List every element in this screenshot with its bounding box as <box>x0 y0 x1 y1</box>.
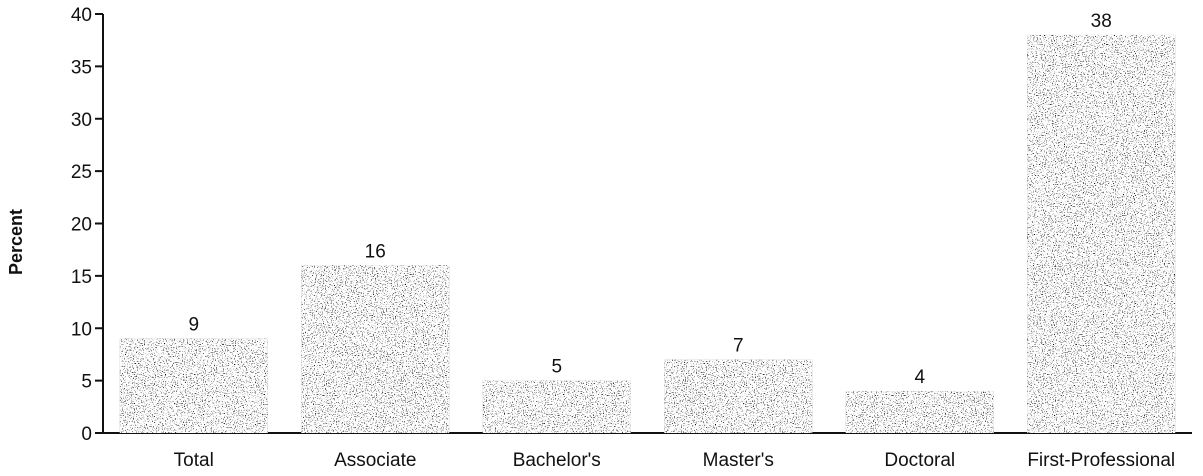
y-tick-label: 10 <box>71 319 92 340</box>
y-axis-title: Percent <box>6 209 26 275</box>
category-labels: Total Associate Bachelor's Master's Doctoral… <box>174 450 1175 471</box>
x-category-label: Doctoral <box>884 450 955 471</box>
x-category-label: First-Professional <box>1027 450 1175 471</box>
bar-value-label: 7 <box>733 336 744 357</box>
bar-bachelor-s <box>482 380 631 433</box>
bars <box>119 34 1176 433</box>
y-tick-label: 40 <box>71 5 92 26</box>
value-labels: 9 16 5 7 4 38 <box>188 11 1111 388</box>
x-category-label: Associate <box>334 450 416 471</box>
x-category-label: Master's <box>703 450 774 471</box>
y-tick-label: 5 <box>81 372 92 393</box>
y-tick-label: 20 <box>71 215 92 236</box>
bar-value-label: 38 <box>1091 11 1112 32</box>
bar-first-professional <box>1027 34 1176 433</box>
bar-value-label: 9 <box>188 315 199 336</box>
y-tick-label: 15 <box>71 267 92 288</box>
bar-value-label: 16 <box>365 241 386 262</box>
x-category-label: Total <box>174 450 214 471</box>
bar-value-label: 4 <box>914 367 925 388</box>
y-tick-label: 25 <box>71 162 92 183</box>
y-tick-label: 35 <box>71 57 92 78</box>
y-ticks: 0 5 10 15 20 25 30 35 40 <box>71 5 103 445</box>
y-tick-label: 0 <box>81 424 92 445</box>
bar-master-s <box>664 359 813 433</box>
bar-value-label: 5 <box>551 357 562 378</box>
bar-total <box>119 338 268 433</box>
y-tick-label: 30 <box>71 110 92 131</box>
bar-associate <box>301 265 450 433</box>
bar-doctoral <box>845 391 994 433</box>
x-category-label: Bachelor's <box>513 450 601 471</box>
